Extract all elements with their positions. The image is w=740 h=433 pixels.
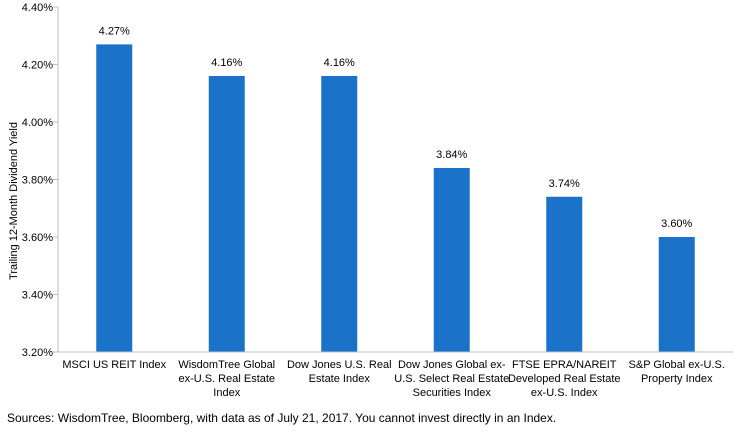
y-tick-label: 3.20% xyxy=(22,347,53,359)
bar xyxy=(96,44,133,352)
data-label: 4.16% xyxy=(324,57,355,69)
bar xyxy=(658,237,695,352)
y-tick-label: 3.40% xyxy=(22,290,53,302)
source-note: Sources: WisdomTree, Bloomberg, with dat… xyxy=(7,411,557,425)
x-axis: MSCI US REIT Index WisdomTree Global ex-U.… xyxy=(58,351,733,399)
x-tick-label: Dow Jones Global ex- U.S. Select Real Est… xyxy=(394,359,509,399)
x-tick-label-line: Index xyxy=(213,387,240,399)
x-tick-label-line: ex-U.S. Index xyxy=(531,387,598,399)
x-tick-label-line: MSCI US REIT Index xyxy=(62,359,166,371)
x-tick-label-line: S&P Global ex-U.S. xyxy=(629,359,725,371)
x-tick-label-line: FTSE EPRA/NAREIT xyxy=(512,359,617,371)
x-tick-label-line: ex-U.S. Real Estate xyxy=(178,373,275,385)
data-label: 4.27% xyxy=(99,25,130,37)
x-tick-label: Dow Jones U.S. Real Estate Index xyxy=(287,359,392,385)
y-tick-label: 3.80% xyxy=(22,175,53,187)
x-tick-label-line: WisdomTree Global xyxy=(178,359,275,371)
x-tick-label-line: Securities Index xyxy=(413,387,492,399)
data-label: 3.74% xyxy=(549,178,580,190)
x-tick-label: WisdomTree Global ex-U.S. Real Estate Inde… xyxy=(178,359,275,399)
y-tick-label: 4.00% xyxy=(22,117,53,129)
data-label: 4.16% xyxy=(211,57,242,69)
x-tick-label: MSCI US REIT Index xyxy=(62,359,166,371)
x-tick-label-line: Property Index xyxy=(641,373,713,385)
bars-group: 4.27% 4.16% 4.16% 3.84% 3.74% 3.60% xyxy=(96,25,695,352)
data-label: 3.84% xyxy=(436,149,467,161)
x-tick-label-line: Estate Index xyxy=(309,373,371,385)
x-tick-label: S&P Global ex-U.S. Property Index xyxy=(629,359,725,385)
x-tick-label-line: Dow Jones Global ex- xyxy=(398,359,506,371)
bar xyxy=(546,196,583,352)
y-tick-label: 4.40% xyxy=(22,2,53,14)
x-tick-label: FTSE EPRA/NAREIT Developed Real Estate ex-… xyxy=(508,359,621,399)
data-label: 3.60% xyxy=(661,218,692,230)
y-axis: 3.20% 3.40% 3.60% 3.80% 4.00% 4.20% 4.40% xyxy=(22,2,59,359)
x-tick-label-line: Dow Jones U.S. Real xyxy=(287,359,392,371)
x-tick-label-line: Developed Real Estate xyxy=(508,373,621,385)
y-tick-label: 3.60% xyxy=(22,232,53,244)
y-axis-title: Trailing 12-Month Dividend Yield xyxy=(8,122,20,280)
y-tick-label: 4.20% xyxy=(22,60,53,72)
bar xyxy=(208,76,245,352)
bar xyxy=(321,76,358,352)
bar xyxy=(433,168,470,352)
x-tick-label-line: U.S. Select Real Estate xyxy=(394,373,509,385)
